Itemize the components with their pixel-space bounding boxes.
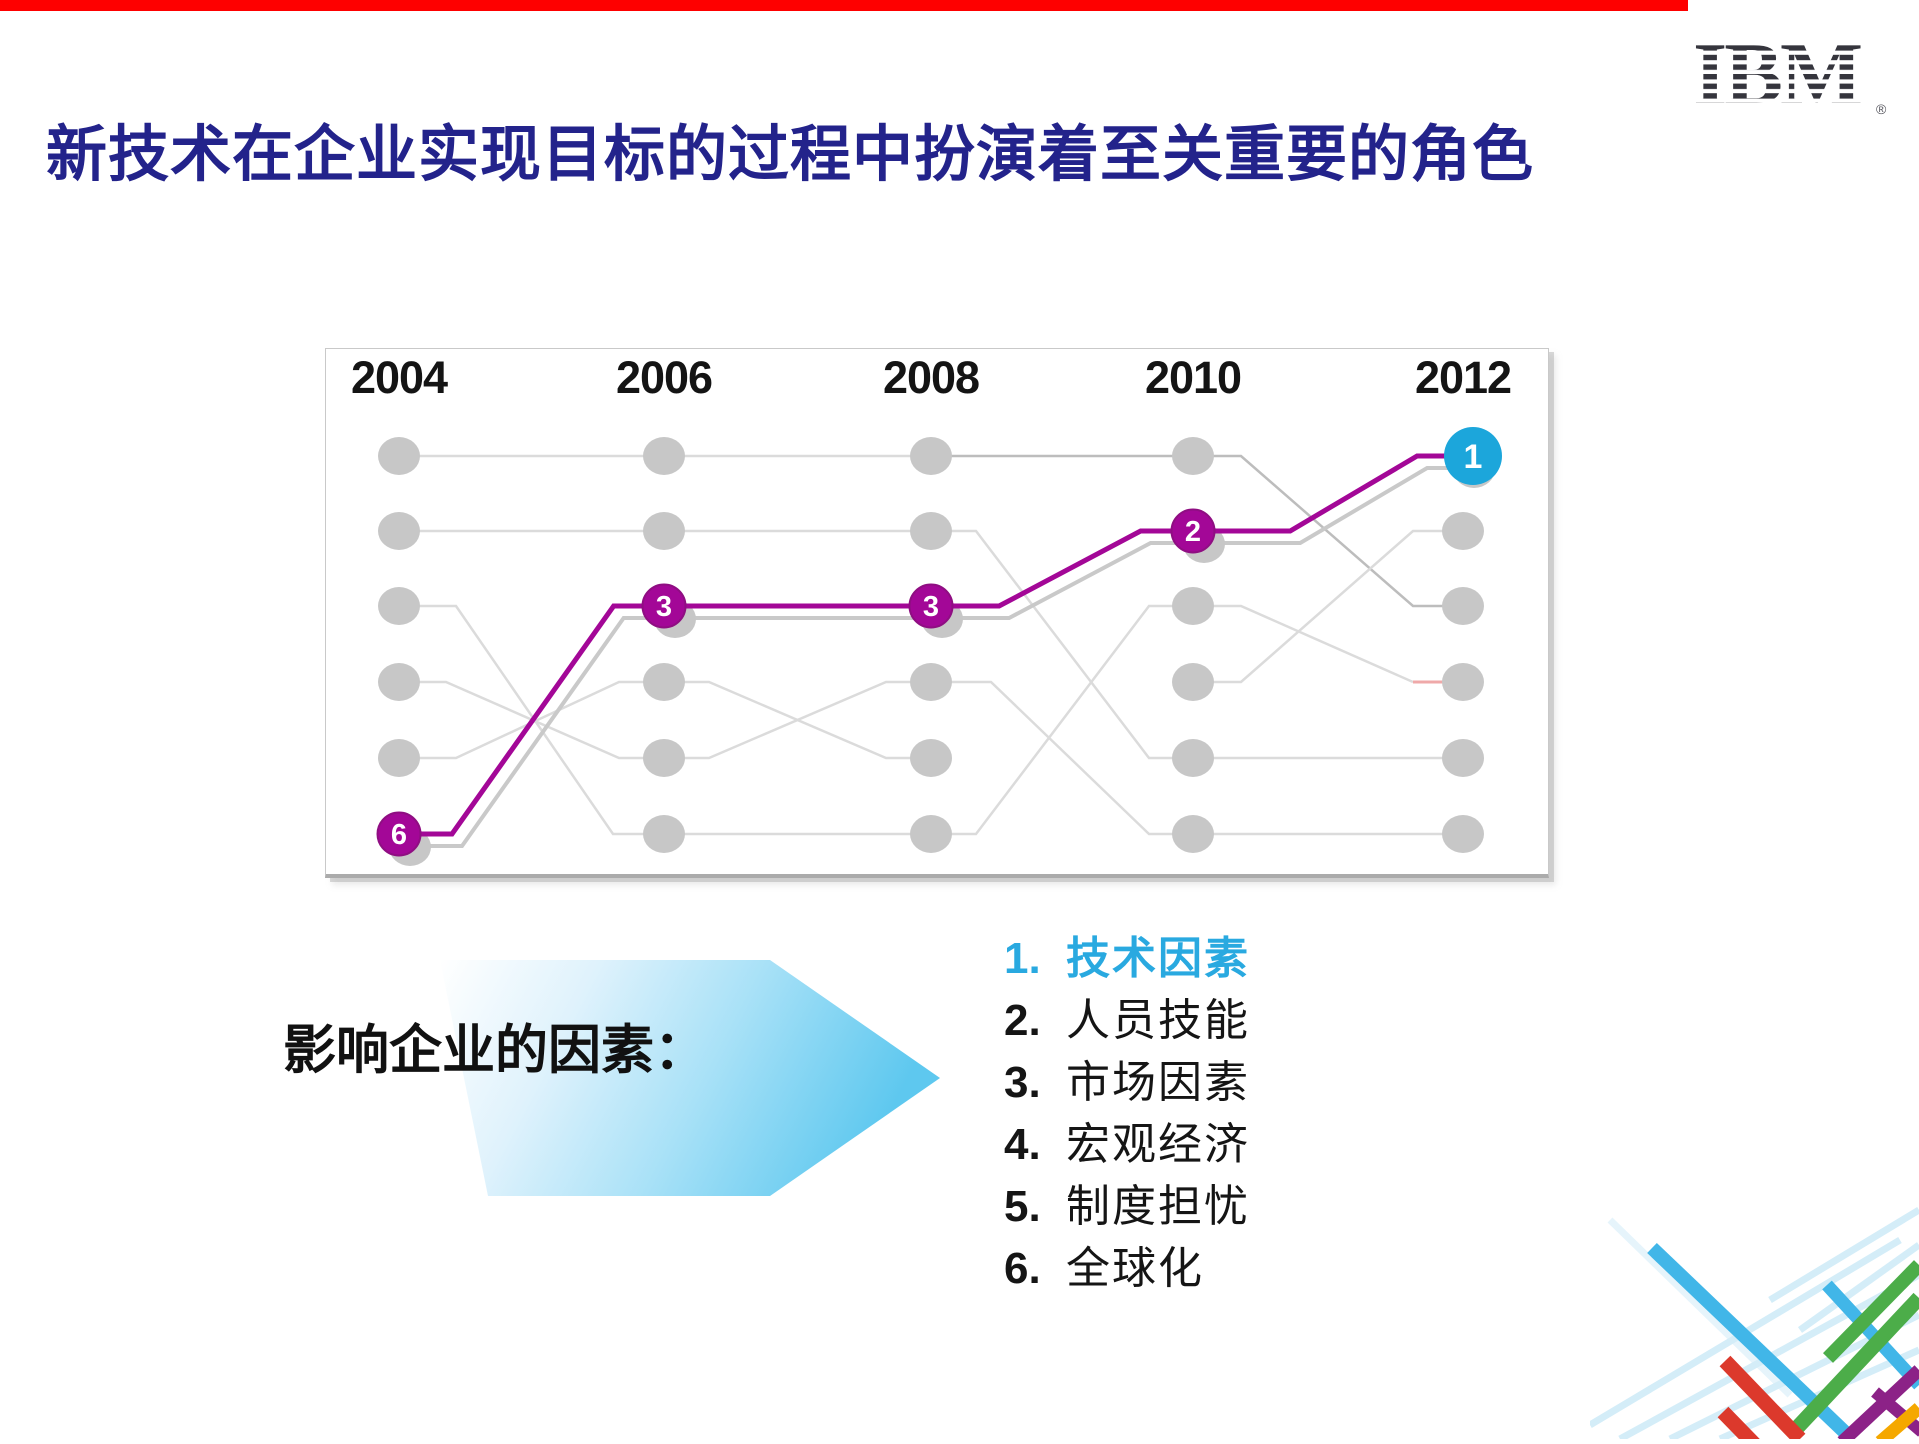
ibm-logo-icon: IBM ® bbox=[1693, 26, 1887, 123]
factor-label: 宏观经济 bbox=[1066, 1120, 1250, 1169]
factor-number: 4. bbox=[1004, 1120, 1041, 1169]
ibm-logo-text: IBM bbox=[1693, 26, 1861, 118]
top-red-rule bbox=[0, 0, 1688, 11]
year-label: 2008 bbox=[883, 352, 979, 403]
rank-marker-label: 2 bbox=[1185, 516, 1201, 548]
year-label: 2012 bbox=[1415, 352, 1511, 403]
rank-marker-label: 1 bbox=[1464, 438, 1483, 476]
factor-label: 人员技能 bbox=[1066, 996, 1250, 1045]
factor-item: 2. 人员技能 bbox=[1004, 984, 1250, 1046]
decor-ribbons bbox=[1588, 1180, 1919, 1444]
crossing-ribbons-icon bbox=[1588, 1207, 1919, 1444]
factor-number: 2. bbox=[1004, 996, 1041, 1045]
registered-mark: ® bbox=[1876, 101, 1887, 117]
year-label: 2004 bbox=[351, 352, 448, 403]
factor-number: 3. bbox=[1004, 1058, 1041, 1107]
rank-marker bbox=[1444, 427, 1502, 485]
bump-chart: 2004 2006 2008 2010 2012 6 3 3 2 1 bbox=[351, 352, 1512, 866]
rank-marker bbox=[376, 811, 422, 857]
rank-marker-label: 3 bbox=[656, 591, 672, 623]
page-title: 新技术在企业实现目标的过程中扮演着至关重要的角色 bbox=[46, 122, 1535, 189]
factor-label: 制度担忧 bbox=[1066, 1182, 1250, 1231]
year-label: 2010 bbox=[1145, 352, 1241, 403]
factor-label: 技术因素 bbox=[1066, 934, 1250, 983]
rank-marker bbox=[908, 583, 954, 629]
factor-item: 6. 全球化 bbox=[1004, 1232, 1250, 1294]
year-label: 2006 bbox=[616, 352, 712, 403]
rank-marker-label: 6 bbox=[391, 819, 407, 851]
callout-arrow bbox=[420, 950, 950, 1211]
factor-item: 4. 宏观经济 bbox=[1004, 1108, 1250, 1170]
arrow-right-icon bbox=[440, 960, 940, 1196]
factor-label: 全球化 bbox=[1066, 1244, 1204, 1293]
factors-list: 1. 技术因素 2. 人员技能 3. 市场因素 4. 宏观经济 5. 制度担忧 6. 全球化 bbox=[1004, 922, 1250, 1294]
factor-item: 1. 技术因素 bbox=[1004, 922, 1250, 984]
factor-label: 市场因素 bbox=[1066, 1058, 1250, 1107]
rank-marker bbox=[1170, 508, 1216, 554]
rank-marker bbox=[641, 583, 687, 629]
factor-number: 6. bbox=[1004, 1244, 1041, 1293]
factor-item: 5. 制度担忧 bbox=[1004, 1170, 1250, 1232]
factor-number: 5. bbox=[1004, 1182, 1041, 1231]
bump-chart-panel: 2004 2006 2008 2010 2012 6 3 3 2 1 bbox=[325, 348, 1549, 878]
callout-label: 影响企业的因素： bbox=[283, 1022, 707, 1080]
factor-item: 3. 市场因素 bbox=[1004, 1046, 1250, 1108]
factor-number: 1. bbox=[1004, 934, 1041, 983]
rank-marker-label: 3 bbox=[923, 591, 939, 623]
ibm-logo: IBM ® bbox=[1693, 26, 1893, 123]
